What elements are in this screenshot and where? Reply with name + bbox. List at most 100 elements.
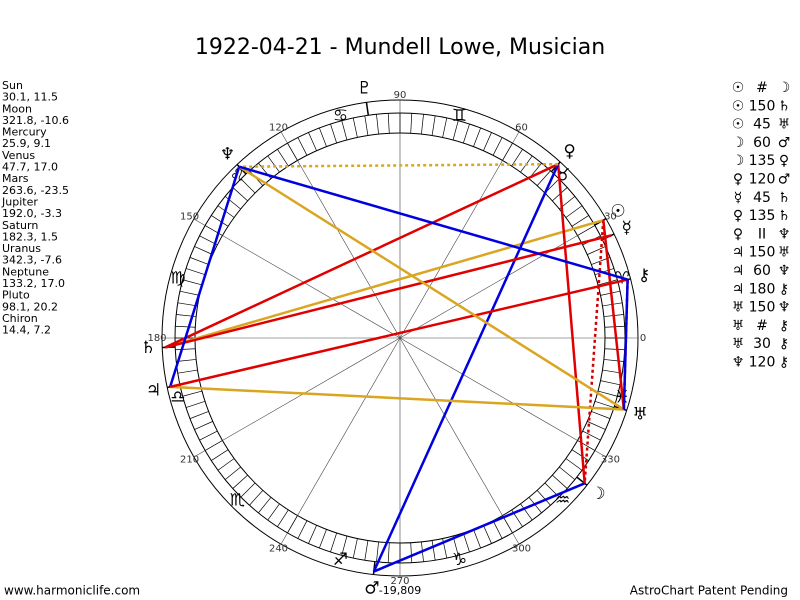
site: www.harmoniclife.com xyxy=(4,584,140,598)
aspect-planet-b: ⚷ xyxy=(779,336,789,352)
aspect-line xyxy=(556,164,586,484)
band-tick xyxy=(224,466,241,480)
band-tick xyxy=(277,509,289,527)
aspect-line xyxy=(622,279,629,410)
aspect-line xyxy=(583,220,605,484)
band-tick xyxy=(308,132,317,151)
planet-name: Pluto xyxy=(2,289,30,302)
aspect-planet-b: ♄ xyxy=(778,208,791,224)
band-tick xyxy=(571,449,589,461)
degree-label: 240 xyxy=(269,543,288,554)
planet-position: 321.8, -10.6 xyxy=(2,114,69,127)
aspect-line xyxy=(602,220,626,410)
aspect-planet-a: ☿ xyxy=(734,190,743,206)
degree-label: 60 xyxy=(515,123,528,134)
aspect-line xyxy=(238,165,628,281)
planet-glyph: ♀ xyxy=(563,142,575,162)
aspect-line xyxy=(373,482,586,573)
notice: AstroChart Patent Pending xyxy=(630,584,788,598)
band-tick xyxy=(182,390,203,397)
band-tick xyxy=(591,411,611,419)
planet-position: 25.9, 9.1 xyxy=(2,137,51,150)
band-tick xyxy=(387,113,390,134)
aspect-planet-a: ☉ xyxy=(732,98,745,114)
aspect-type: 120 xyxy=(749,172,776,188)
band-tick xyxy=(297,520,308,539)
band-tick xyxy=(376,114,379,135)
planet-glyph: ♅ xyxy=(632,405,647,425)
aspect-planet-b: ♆ xyxy=(778,226,791,242)
band-tick xyxy=(577,225,596,236)
aspect-planet-b: ♆ xyxy=(778,263,791,279)
band-tick xyxy=(176,359,197,362)
zodiac-sign: ♋ xyxy=(333,106,348,126)
band-tick xyxy=(463,123,470,144)
band-tick xyxy=(452,120,459,141)
band-tick xyxy=(463,532,470,553)
aspect-type: 45 xyxy=(753,117,771,133)
band-tick xyxy=(232,187,248,202)
degree-label: 300 xyxy=(512,543,531,554)
planet-glyph: ☉ xyxy=(610,202,625,222)
band-tick xyxy=(431,115,436,136)
band-tick xyxy=(185,268,206,275)
band-tick xyxy=(431,540,436,561)
band-tick xyxy=(536,490,551,506)
band-tick xyxy=(267,503,280,521)
band-tick xyxy=(364,115,369,136)
band-tick xyxy=(177,369,198,374)
band-tick xyxy=(267,155,280,173)
spoke xyxy=(280,337,401,545)
band-tick xyxy=(376,541,379,562)
aspect-type: 150 xyxy=(749,98,776,114)
band-tick xyxy=(297,137,308,156)
zodiac-sign: ♐ xyxy=(333,550,348,570)
band-tick xyxy=(330,123,337,144)
degree-label: 0 xyxy=(640,333,646,344)
band-tick xyxy=(341,120,348,141)
band-tick xyxy=(232,474,248,489)
planet-name: Chiron xyxy=(2,312,38,325)
band-tick xyxy=(600,380,621,386)
aspect-type: 60 xyxy=(753,135,771,151)
aspect-type: 135 xyxy=(749,208,776,224)
band-tick xyxy=(565,205,583,218)
degree-label: 120 xyxy=(269,123,288,134)
band-tick xyxy=(287,515,298,534)
planet-position: 192.0, -3.3 xyxy=(2,207,62,220)
aspect-planet-b: ♄ xyxy=(778,98,791,114)
planet-glyph: ♇ xyxy=(357,79,372,99)
aspect-planet-a: ♃ xyxy=(732,263,745,279)
band-tick xyxy=(211,449,229,461)
band-tick xyxy=(559,466,576,480)
band-tick xyxy=(204,440,223,451)
band-tick xyxy=(199,430,218,441)
band-tick xyxy=(552,474,568,489)
spoke xyxy=(399,337,520,545)
planet-tick xyxy=(365,102,370,116)
aspect-planet-b: ⚷ xyxy=(779,318,789,334)
aspect-planet-a: ♅ xyxy=(732,300,745,316)
band-tick xyxy=(189,411,209,419)
band-tick xyxy=(442,117,448,138)
planet-position: 47.7, 17.0 xyxy=(2,161,58,174)
aspect-line xyxy=(169,278,628,389)
band-tick xyxy=(319,127,327,147)
aspect-planet-b: ♄ xyxy=(778,190,791,206)
planet-name: Moon xyxy=(2,102,32,115)
zodiac-sign: ♍ xyxy=(170,268,185,288)
band-tick xyxy=(492,520,503,539)
aspect-planet-b: ☽ xyxy=(778,80,791,96)
band-tick xyxy=(492,137,503,156)
band-tick xyxy=(175,325,196,328)
aspect-line xyxy=(168,166,241,388)
band-tick xyxy=(287,142,298,161)
spoke xyxy=(399,337,607,458)
aspect-type: 60 xyxy=(753,263,771,279)
degree-label: 210 xyxy=(180,455,199,466)
degree-label: 180 xyxy=(147,333,166,344)
aspect-type: II xyxy=(758,226,766,242)
aspect-type: 45 xyxy=(753,190,771,206)
band-tick xyxy=(211,215,229,227)
band-tick xyxy=(483,525,492,544)
